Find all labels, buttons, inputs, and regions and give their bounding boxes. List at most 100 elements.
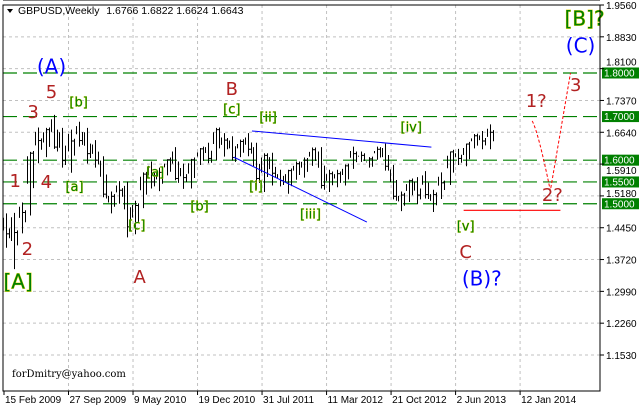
y-tick-label: 1.6640 [606, 128, 637, 139]
y-tick-label: 1.9560 [606, 1, 637, 12]
ohlc-bar [366, 156, 373, 168]
ohlc-bar [398, 191, 405, 212]
ohlc-bar [148, 161, 155, 189]
ohlc-bar [487, 124, 494, 150]
wave-label: [B]? [565, 6, 605, 30]
level-badge [602, 176, 639, 188]
y-tick-label: 1.7370 [606, 96, 637, 107]
wave-label: [ii] [259, 110, 276, 125]
level-badge-label: 1.5000 [604, 199, 635, 210]
ohlc-bar [19, 202, 26, 234]
ohlc-bar [430, 189, 437, 213]
ohlc-bar [172, 147, 179, 183]
ohlc-bar [140, 171, 147, 209]
ohlc-bar [471, 133, 478, 149]
wave-label: [a] [65, 180, 83, 195]
ohlc-bar [463, 141, 470, 167]
ohlc-bar [422, 171, 429, 199]
ohlc-bar [350, 146, 357, 169]
ohlc-bar [455, 148, 462, 165]
projection-path [531, 72, 571, 191]
wave-label: [v] [457, 219, 475, 234]
level-badge-label: 1.7000 [604, 112, 635, 123]
watermark: forDmitry@yahoo.com [12, 369, 126, 380]
drawn-lines [233, 72, 571, 223]
ohlc-bar [108, 191, 115, 214]
ohlc-bar [301, 157, 308, 178]
wave-label: 4 [41, 172, 52, 193]
time-axis[interactable]: 15 Feb 2009 27 Sep 2009 9 May 2010 19 Dec 2… [3, 391, 577, 406]
ohlc-bar [374, 146, 381, 160]
ohlc-bar [27, 151, 34, 216]
wave-label: A [133, 267, 146, 288]
x-tick-label: 27 Sep 2009 [70, 395, 127, 406]
ohlc-bar [382, 143, 389, 171]
ohlc-values: 1.6766 1.6822 1.6624 1.6643 [106, 5, 243, 17]
wave-label: C [459, 242, 472, 263]
ohlc-bar [293, 161, 300, 180]
ohlc-bar [11, 212, 18, 270]
wave-labels: [A]21 435(A)[b][a][a][b][c]AB[c][ii][i][i… [3, 6, 605, 294]
wave-label: [iii] [300, 208, 321, 223]
wave-label: 5 [46, 82, 57, 103]
wave-label: B [226, 79, 238, 100]
ohlc-bar [76, 121, 83, 147]
ohlc-bar [414, 177, 421, 205]
grid [3, 0, 600, 391]
wave-label: [iv] [401, 120, 422, 135]
chart-header: GBPUSD,Weekly 1.6766 1.6822 1.6624 1.664… [7, 5, 244, 17]
ohlc-bar [43, 127, 50, 158]
ohlc-bar [51, 114, 58, 152]
x-tick-label: 11 Mar 2012 [328, 395, 384, 406]
ohlc-bar [35, 127, 42, 164]
wave-label: [a] [146, 165, 164, 180]
ohlc-bar [285, 168, 292, 194]
price-bars [3, 114, 494, 270]
dropdown-triangle-icon[interactable] [7, 9, 13, 13]
ohlc-bar [221, 133, 228, 157]
wave-label: [b] [69, 96, 87, 111]
trendline[interactable] [251, 130, 432, 148]
x-tick-label: 21 Oct 2012 [392, 395, 447, 406]
ohlc-bar [358, 151, 365, 162]
ohlc-bar [68, 129, 75, 173]
ohlc-bar [100, 156, 107, 199]
wave-label: (B)? [462, 267, 502, 291]
ohlc-bar [253, 142, 260, 190]
y-tick-label: 1.5180 [606, 189, 637, 200]
level-badge [602, 67, 639, 79]
y-tick-label: 1.2990 [606, 287, 637, 298]
x-tick-label: 31 Jul 2011 [263, 395, 314, 406]
ohlc-bar [318, 147, 325, 190]
y-tick-label: 1.3720 [606, 256, 637, 267]
ohlc-bar [326, 169, 333, 192]
ohlc-bar [309, 147, 316, 166]
y-tick-label: 1.1530 [606, 351, 637, 362]
x-tick-label: 9 May 2010 [134, 395, 187, 406]
x-tick-label: 12 Jan 2014 [521, 395, 576, 406]
wave-label: 3 [570, 75, 581, 96]
wave-label: 2? [542, 185, 563, 206]
wave-label: 1 [10, 171, 21, 192]
ohlc-bar [390, 164, 397, 201]
x-tick-label: 2 Jun 2013 [457, 395, 507, 406]
ohlc-bar [479, 130, 486, 150]
ohlc-bar [269, 152, 276, 186]
ohlc-bar [342, 163, 349, 186]
level-badge-label: 1.5500 [604, 177, 635, 188]
level-badge [602, 198, 639, 210]
ohlc-bar [92, 140, 99, 168]
wave-label: [c] [223, 103, 240, 118]
ohlc-bar [447, 149, 454, 186]
wave-label: [A] [3, 270, 32, 294]
level-badge [602, 111, 639, 123]
trendline[interactable] [233, 156, 368, 223]
ohlc-bar [164, 157, 171, 176]
wave-label: [c] [128, 218, 145, 233]
ohlc-bar [188, 157, 195, 189]
wave-label: 2 [22, 239, 33, 260]
symbol-timeframe: GBPUSD,Weekly [18, 5, 100, 17]
x-tick-label: 15 Feb 2009 [5, 395, 62, 406]
price-axis[interactable]: 1.8000 1.7000 1.6000 1.5500 1.5000 1.9560 1.88… [600, 1, 639, 362]
